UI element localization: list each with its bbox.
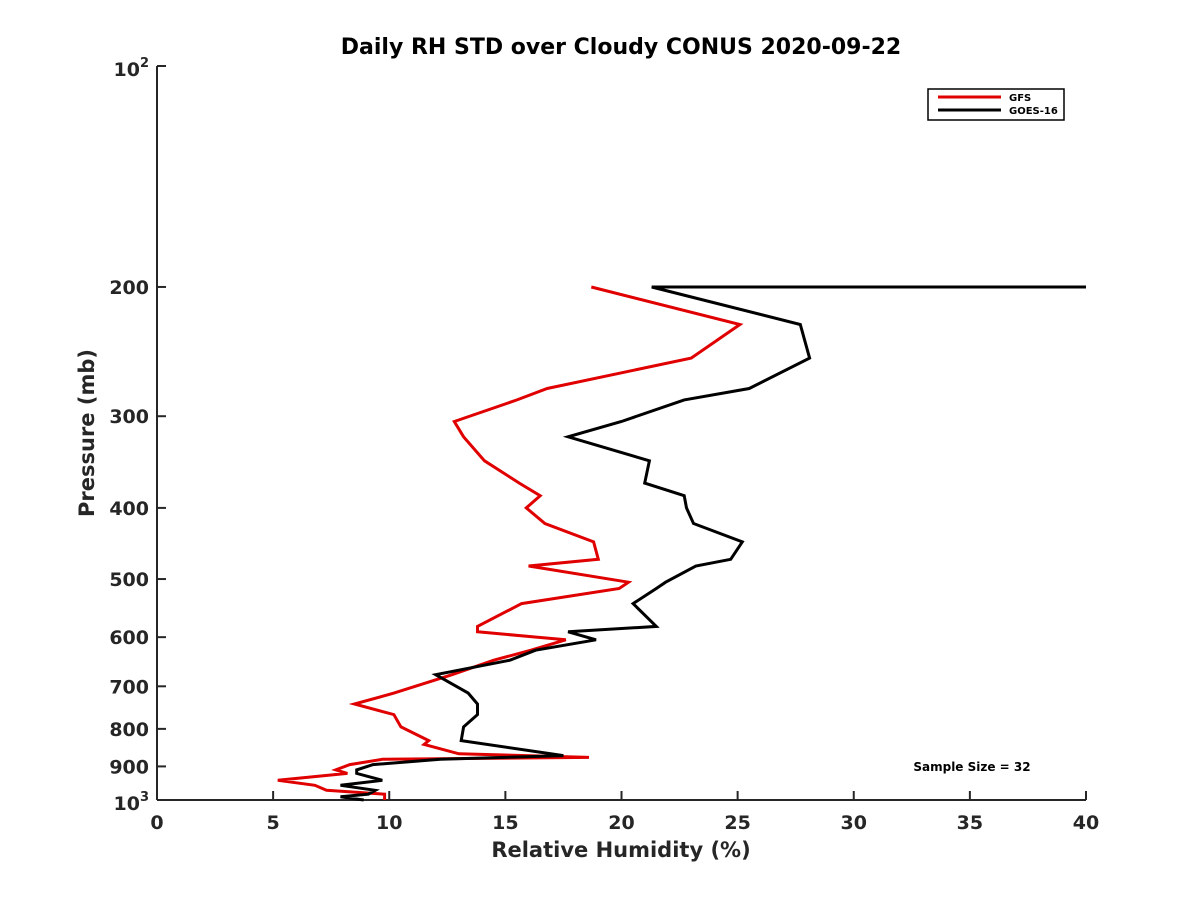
y-tick-label: 102: [114, 56, 150, 81]
x-tick-label: 10: [376, 812, 402, 834]
y-tick-label: 200: [109, 277, 149, 299]
x-axis-label: Relative Humidity (%): [491, 838, 750, 862]
legend-label: GFS: [1009, 93, 1031, 104]
legend: GFS GOES-16: [927, 88, 1065, 121]
x-tick-label: 5: [267, 812, 280, 834]
y-tick-label: 103: [114, 790, 150, 815]
y-tick-label: 500: [109, 569, 149, 591]
y-tick-label: 900: [109, 756, 149, 778]
x-tick-label: 0: [150, 812, 163, 834]
legend-label: GOES-16: [1009, 106, 1058, 117]
plot-area: 0 5 10 15 20 25 30 35 40 102 200 300 400 500 600 700 800…: [109, 56, 1099, 834]
x-tick-label: 20: [608, 812, 634, 834]
series-line-goes-16: [340, 285, 1086, 802]
legend-box: [927, 88, 1065, 121]
sample-size-annotation: Sample Size = 32: [913, 760, 1030, 774]
y-tick-label: 600: [109, 627, 149, 649]
y-tick-label: 400: [109, 498, 149, 520]
series-line-gfs: [277, 285, 744, 800]
x-tick-label: 15: [492, 812, 518, 834]
chart-title: Daily RH STD over Cloudy CONUS 2020-09-2…: [341, 35, 901, 60]
x-tick-label: 35: [957, 812, 983, 834]
y-tick-label: 700: [109, 676, 149, 698]
x-tick-label: 30: [841, 812, 867, 834]
y-axis-label: Pressure (mb): [75, 349, 99, 517]
y-tick-label: 300: [109, 406, 149, 428]
x-tick-label: 25: [724, 812, 750, 834]
y-tick-label: 800: [109, 719, 149, 741]
x-tick-label: 40: [1073, 812, 1099, 834]
